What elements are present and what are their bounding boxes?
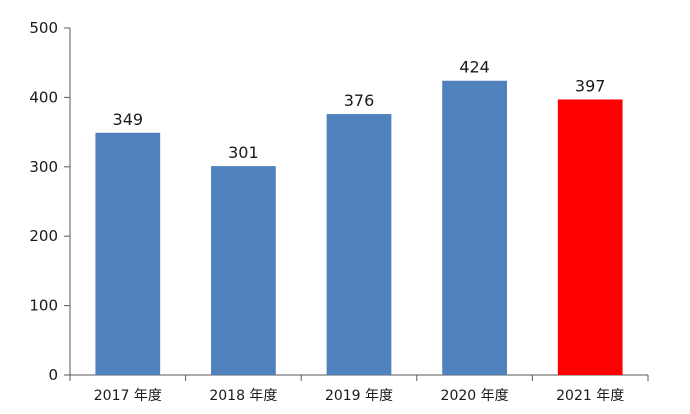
data-label: 397 bbox=[575, 76, 606, 95]
y-tick-label: 400 bbox=[29, 88, 58, 106]
x-tick-label: 2019 年度 bbox=[325, 388, 393, 404]
bars bbox=[95, 80, 623, 376]
data-label: 376 bbox=[344, 91, 375, 110]
x-axis bbox=[69, 374, 649, 381]
category-labels: 2017 年度 2018 年度 2019 年度 2020 年度 2021 年度 bbox=[94, 388, 624, 404]
data-label: 301 bbox=[228, 143, 259, 162]
y-tick-label: 100 bbox=[29, 297, 58, 315]
data-label: 349 bbox=[113, 110, 144, 129]
bar bbox=[326, 114, 392, 375]
bar bbox=[95, 132, 161, 375]
x-tick-label: 2021 年度 bbox=[556, 388, 624, 404]
bar bbox=[557, 99, 623, 376]
bar bbox=[442, 80, 507, 375]
y-tick-label: 0 bbox=[48, 366, 58, 384]
x-tick-label: 2018 年度 bbox=[209, 388, 277, 404]
y-axis: 0 100 200 300 400 500 bbox=[29, 19, 71, 384]
x-tick-label: 2017 年度 bbox=[94, 388, 162, 404]
y-tick-label: 500 bbox=[29, 19, 58, 37]
y-tick-label: 200 bbox=[29, 227, 58, 245]
bar bbox=[211, 166, 276, 375]
x-tick-label: 2020 年度 bbox=[441, 388, 509, 404]
y-tick-label: 300 bbox=[29, 158, 58, 176]
data-label: 424 bbox=[459, 58, 490, 77]
value-labels: 349 301 376 424 397 bbox=[113, 58, 606, 162]
